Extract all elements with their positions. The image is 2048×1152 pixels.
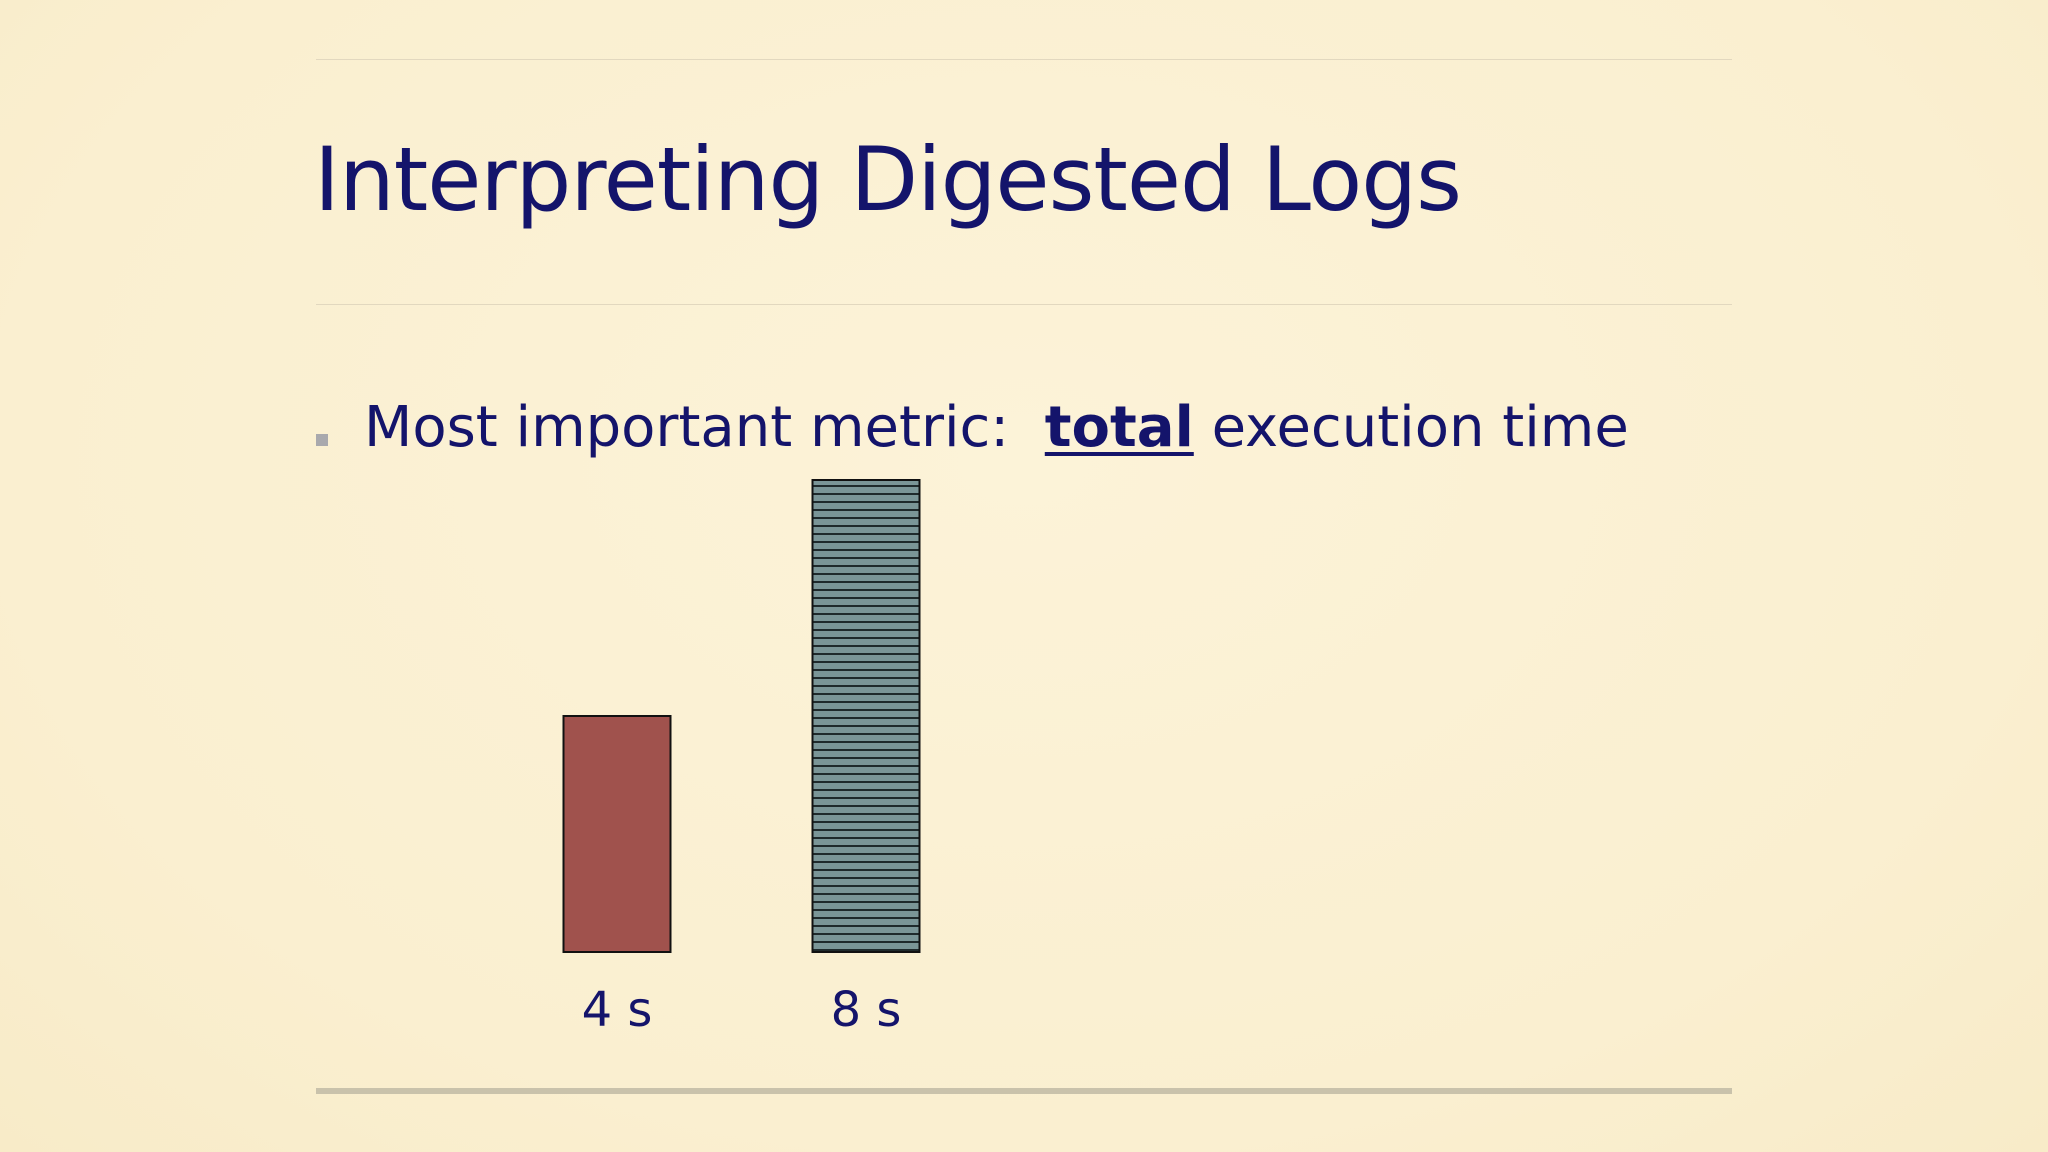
bar-label-1: 4 s <box>582 982 653 1038</box>
bullet-text: Most important metric: total execution t… <box>364 395 1629 460</box>
bar-label-2: 8 s <box>831 982 902 1038</box>
bottom-divider <box>316 1088 1732 1094</box>
slide-title: Interpreting Digested Logs <box>314 128 1462 231</box>
top-divider <box>316 59 1732 60</box>
bullet-emphasis: total <box>1044 394 1194 460</box>
bar-2 <box>811 479 921 953</box>
bullet-item: Most important metric: total execution t… <box>316 392 1629 462</box>
bar-1 <box>562 715 672 953</box>
bullet-prefix: Most important metric: <box>364 394 1045 460</box>
bullet-square-icon <box>316 434 328 446</box>
title-divider <box>316 304 1732 305</box>
bullet-suffix: execution time <box>1193 394 1629 460</box>
